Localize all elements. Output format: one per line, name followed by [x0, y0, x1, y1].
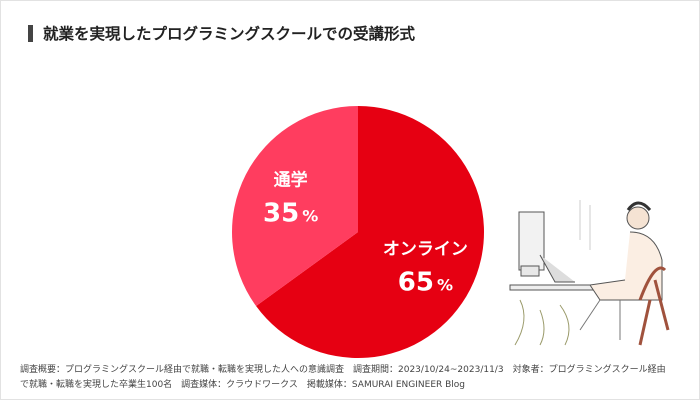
pie-slice-1 [232, 106, 358, 307]
person-working-at-computer-illustration [509, 200, 670, 346]
title-text: 就業を実現したプログラミングスクールでの受講形式 [43, 25, 416, 43]
slice-label-0: オンライン [383, 239, 468, 259]
slice-value-0: 65% [398, 267, 453, 297]
slice-label-1: 通学 [274, 170, 308, 191]
footnote-line-1: 調査概要：プログラミングスクール経由で就職・転職を実現した人への意識調査 調査期… [20, 365, 666, 375]
footnote: 調査概要：プログラミングスクール経由で就職・転職を実現した人への意識調査 調査期… [20, 363, 690, 393]
footnote-line-2: で就職・転職を実現した卒業生100名 調査媒体：クラウドワークス 掲載媒体：SA… [20, 380, 466, 390]
chart-title: 就業を実現したプログラミングスクールでの受講形式 [28, 22, 415, 44]
slice-value-1: 35% [263, 199, 318, 229]
title-marker [28, 24, 33, 42]
pie-slice-0 [256, 106, 484, 359]
